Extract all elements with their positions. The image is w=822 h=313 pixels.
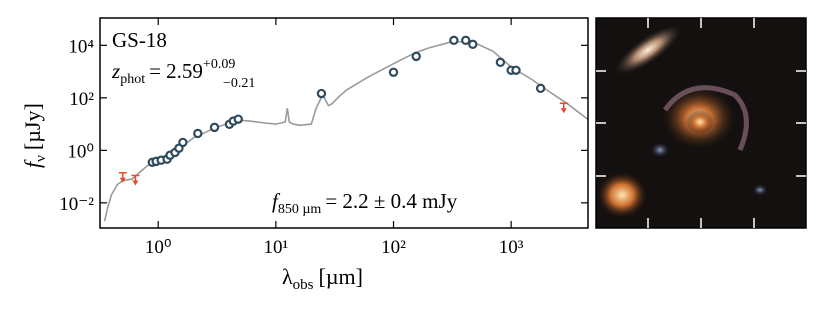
upper-error: +0.09 [203, 57, 235, 72]
upper-limit [118, 172, 127, 183]
photometry-point [511, 65, 521, 75]
y-tick-label: 10⁰ [67, 141, 94, 162]
photometry-point [411, 51, 421, 62]
subscript: phot [120, 72, 145, 87]
subscript: ν [33, 155, 49, 162]
y-tick-label: 10⁴ [68, 36, 94, 57]
photometry-point [178, 137, 188, 148]
lower-error: −0.21 [223, 76, 255, 91]
photometry-point [461, 35, 471, 46]
upper-limit-head [132, 180, 139, 186]
value: = 2.59 [149, 59, 203, 83]
upper-limit-head [119, 177, 126, 183]
redshift-annotation: zphot = 2.59+0.09 −0.21 [111, 57, 255, 91]
y-axis-label: fν [µJy] [20, 103, 49, 168]
upper-limit [559, 102, 568, 114]
y-tick-label: 10⁻² [59, 194, 94, 215]
cutout-image [595, 17, 807, 229]
axes: 10⁰ 10¹ 10² 10³ 10⁻² 10⁰ 10² 10⁴ [59, 18, 588, 258]
subscript: obs [293, 277, 314, 293]
symbol: z [111, 59, 120, 83]
x-axis-label: λobs [µm] [282, 264, 363, 293]
plot [103, 35, 589, 222]
x-tick-label: 10² [381, 237, 406, 258]
photometry-point [233, 114, 243, 124]
upper-limit-head [560, 108, 567, 114]
photometry-point [209, 122, 220, 133]
symbol: f [20, 159, 45, 168]
unit: [µm] [319, 264, 363, 289]
photometry-point [468, 39, 478, 50]
symbol: f [272, 189, 281, 213]
photometry-point [449, 35, 459, 46]
unit: [µJy] [20, 103, 45, 150]
chart-title: GS-18 [112, 28, 167, 52]
x-tick-label: 10⁰ [145, 237, 172, 258]
photometry-point [535, 83, 546, 94]
plot-frame [99, 17, 589, 229]
photometry-point [495, 57, 506, 68]
subscript: 850 µm [278, 202, 322, 217]
symbol: λ [282, 264, 293, 289]
x-tick-label: 10³ [499, 237, 524, 258]
y-tick-label: 10² [69, 89, 94, 110]
photometry-point [193, 128, 203, 139]
photometry-point [316, 88, 327, 99]
flux-annotation: f850 µm = 2.2 ± 0.4 mJy [272, 189, 458, 217]
photometry-point [388, 67, 399, 77]
upper-limit [131, 174, 140, 186]
value: = 2.2 ± 0.4 mJy [325, 189, 457, 213]
x-tick-label: 10¹ [264, 237, 289, 258]
